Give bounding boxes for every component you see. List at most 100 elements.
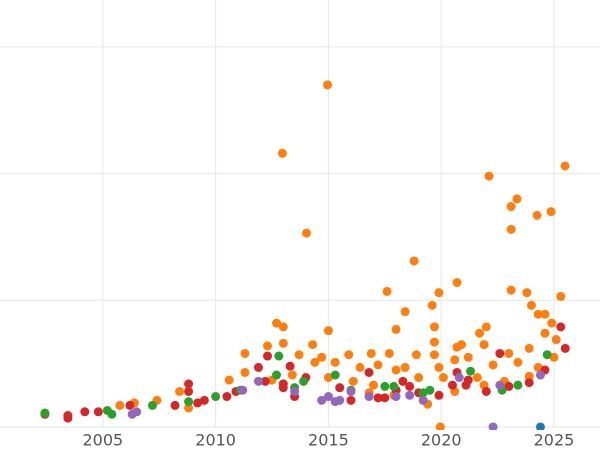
point [93, 407, 103, 417]
point [310, 357, 320, 367]
point [272, 318, 282, 328]
point [452, 278, 462, 288]
point [405, 381, 415, 391]
point [560, 161, 570, 171]
point [277, 148, 287, 158]
point [540, 309, 550, 319]
point [175, 386, 185, 396]
point [488, 360, 498, 370]
point [330, 370, 340, 380]
point [540, 328, 550, 338]
point [125, 400, 135, 410]
point [272, 370, 282, 380]
x-tick-label: 2005 [82, 431, 123, 450]
point [526, 300, 536, 310]
point [391, 324, 401, 334]
point [317, 352, 327, 362]
point [355, 362, 365, 372]
point [278, 338, 288, 348]
point [434, 390, 444, 400]
point [389, 381, 399, 391]
point [170, 400, 180, 410]
point [290, 386, 300, 396]
point [263, 341, 273, 351]
point [240, 348, 250, 358]
point [398, 376, 408, 386]
point [366, 348, 376, 358]
point [556, 322, 566, 332]
point [302, 228, 312, 238]
point [224, 375, 234, 385]
point [222, 392, 232, 402]
point [513, 357, 523, 367]
point [344, 350, 354, 360]
point [364, 367, 374, 377]
point [435, 422, 445, 430]
point [429, 337, 439, 347]
point [299, 376, 309, 386]
point [513, 380, 523, 390]
x-tick-label: 2015 [308, 431, 349, 450]
point [409, 256, 419, 266]
point [506, 202, 516, 212]
point [184, 379, 194, 389]
point [308, 340, 318, 350]
point [348, 376, 358, 386]
point [466, 366, 476, 376]
point [547, 318, 557, 328]
point [40, 408, 50, 418]
point [278, 322, 288, 332]
point [535, 370, 545, 380]
point [260, 376, 270, 386]
point [506, 224, 516, 234]
point [454, 373, 464, 383]
point [240, 367, 250, 377]
point [287, 370, 297, 380]
point [405, 390, 415, 400]
point [438, 373, 448, 383]
point [294, 350, 304, 360]
point [335, 383, 345, 393]
point [429, 350, 439, 360]
point [380, 381, 390, 391]
point [535, 422, 545, 430]
point [285, 361, 295, 371]
point [323, 392, 333, 402]
point [549, 352, 559, 362]
point [481, 322, 491, 332]
point [533, 362, 543, 372]
point [472, 373, 482, 383]
point [522, 288, 532, 298]
point [504, 348, 514, 358]
x-tick-label: 2025 [534, 431, 575, 450]
point [147, 400, 157, 410]
x-tick-label: 2010 [195, 431, 236, 450]
point [546, 207, 556, 217]
point [380, 393, 390, 403]
point [253, 362, 263, 372]
point [253, 376, 263, 386]
point [532, 210, 542, 220]
point [447, 380, 457, 390]
point [427, 300, 437, 310]
labels: 2005 2010 2015 2020 2025 [82, 431, 574, 450]
point [184, 386, 194, 396]
point [556, 291, 566, 301]
point [400, 362, 410, 372]
point [335, 395, 345, 405]
point [107, 409, 117, 419]
point [418, 395, 428, 405]
point [533, 309, 543, 319]
point [495, 380, 505, 390]
point [391, 392, 401, 402]
point [274, 351, 284, 361]
point [323, 373, 333, 383]
point [524, 371, 534, 381]
point [115, 400, 125, 410]
point [488, 422, 498, 430]
point [512, 194, 522, 204]
point [463, 375, 473, 385]
grid [0, 0, 600, 428]
point [193, 398, 203, 408]
